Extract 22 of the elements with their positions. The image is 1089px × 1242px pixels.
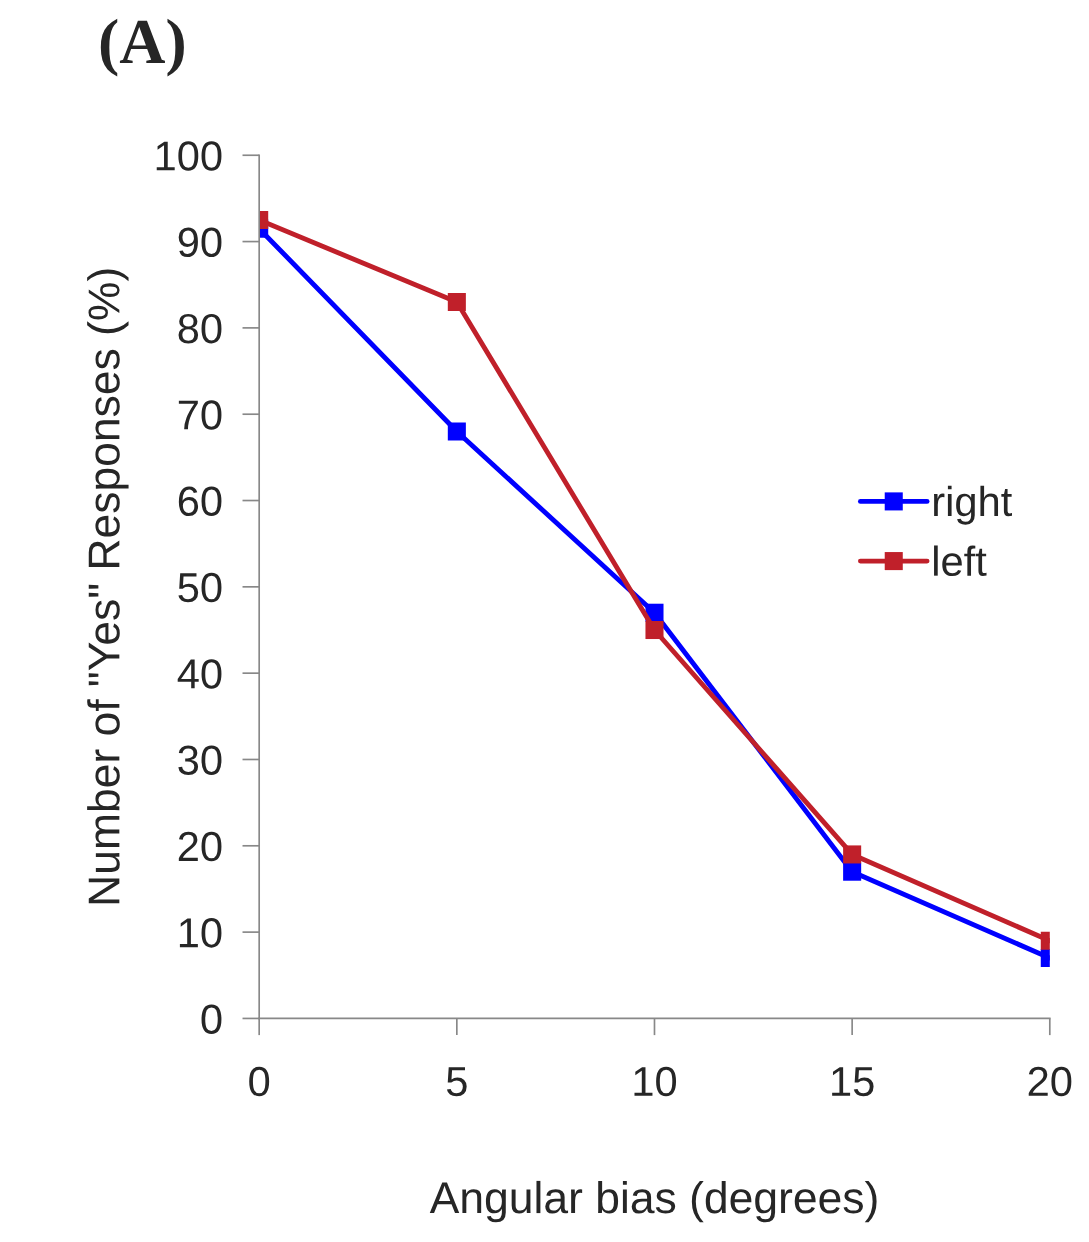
y-tick-label: 40 (177, 659, 222, 689)
y-tick-label: 10 (179, 918, 222, 948)
x-tick-label: 10 (634, 1066, 677, 1097)
x-tick-label: 0 (249, 1066, 270, 1097)
x-tick-label: 15 (832, 1067, 874, 1097)
legend-label: right (934, 485, 1012, 525)
y-tick-label: 0 (201, 1004, 222, 1034)
x-tick-label: 20 (1028, 1066, 1072, 1097)
y-tick-label: 80 (178, 313, 222, 344)
legend-label: left (934, 545, 987, 577)
y-tick-label: 90 (178, 227, 222, 258)
point (645, 620, 664, 640)
x-tick-label: 5 (446, 1067, 467, 1097)
y-tick-label: 100 (156, 141, 222, 171)
y-tick-label: 20 (178, 831, 222, 862)
y-tick-label: 30 (178, 745, 222, 775)
y-tick-label: 60 (178, 486, 222, 517)
chart-title: (A) (100, 18, 184, 77)
y-axis-title: Number of "Yes" Responses (%) (87, 269, 129, 904)
x-axis-title: Angular bias (degrees) (429, 1180, 877, 1223)
y-tick-label: 70 (178, 400, 222, 430)
y-tick-label: 50 (178, 572, 222, 603)
